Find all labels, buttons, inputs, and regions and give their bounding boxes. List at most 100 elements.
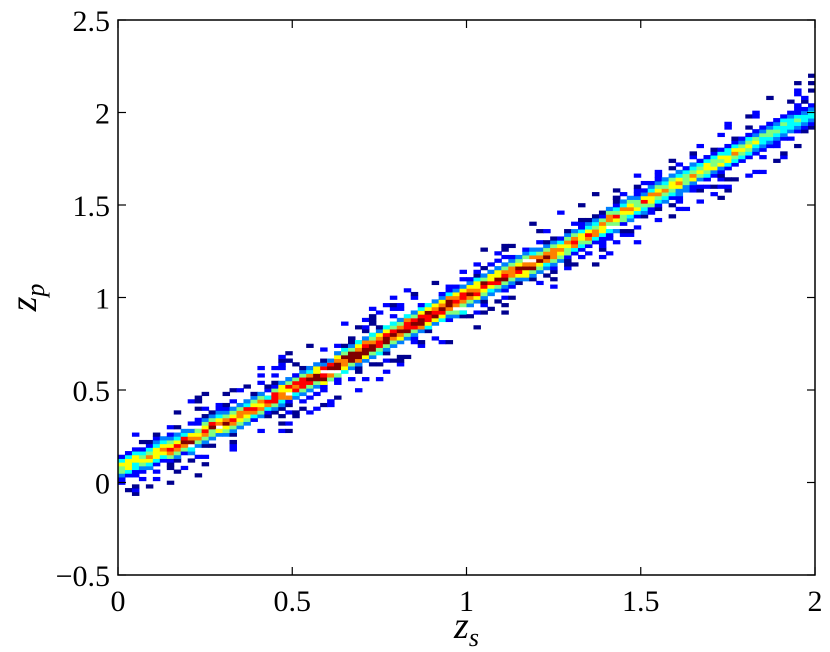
heatmap-cell: [354, 351, 363, 356]
heatmap-cell: [403, 321, 412, 326]
heatmap-cell: [633, 199, 642, 204]
heatmap-cell: [222, 414, 231, 419]
heatmap-cell: [292, 380, 300, 385]
heatmap-cell: [229, 447, 237, 452]
heatmap-cell: [675, 173, 684, 178]
heatmap-cell: [417, 310, 426, 315]
heatmap-cell: [201, 414, 210, 419]
heatmap-cell: [341, 321, 349, 326]
heatmap-cell: [264, 402, 272, 408]
heatmap-cell: [801, 125, 809, 130]
heatmap-cell: [480, 295, 488, 300]
heatmap-cell: [794, 118, 802, 123]
heatmap-cell: [633, 225, 642, 230]
heatmap-cell: [320, 384, 328, 389]
heatmap-cell: [320, 347, 328, 352]
heatmap-cell: [494, 288, 502, 293]
heatmap-cell: [201, 417, 210, 422]
heatmap-cell: [550, 251, 558, 256]
heatmap-cell: [299, 380, 307, 385]
heatmap-cell: [550, 266, 558, 271]
heatmap-cell: [201, 406, 210, 411]
heatmap-cell: [320, 365, 328, 371]
heatmap-cell: [320, 388, 328, 393]
heatmap-cell: [334, 343, 342, 348]
heatmap-cell: [361, 328, 370, 334]
heatmap-cell: [801, 110, 809, 115]
heatmap-cell: [222, 410, 231, 415]
heatmap-cell: [661, 188, 670, 193]
heatmap-cell: [215, 414, 224, 419]
heatmap-cell: [201, 425, 210, 430]
heatmap-cell: [194, 421, 203, 426]
heatmap-cell: [459, 299, 467, 304]
heatmap-cell: [152, 454, 161, 459]
heatmap-cell: [571, 243, 579, 249]
heatmap-cell: [640, 203, 649, 208]
heatmap-cell: [633, 203, 642, 208]
heatmap-cell: [612, 240, 621, 245]
heatmap-cell: [605, 221, 614, 226]
heatmap-cell: [668, 180, 677, 186]
heatmap-cell: [229, 399, 237, 404]
heatmap-cell: [564, 262, 572, 267]
heatmap-cell: [236, 406, 244, 411]
heatmap-cell: [550, 247, 558, 252]
heatmap-cell: [438, 310, 447, 315]
heatmap-cell: [591, 221, 600, 226]
heatmap-cell: [375, 362, 384, 367]
heatmap-cell: [794, 114, 802, 119]
heatmap-cell: [633, 206, 642, 212]
heatmap-cell: [152, 436, 161, 441]
heatmap-cell: [501, 247, 509, 252]
heatmap-cell: [550, 236, 558, 241]
heatmap-cell: [808, 103, 816, 108]
heatmap-cell: [131, 462, 140, 467]
heatmap-cell: [633, 184, 642, 189]
heatmap-cell: [145, 462, 154, 467]
heatmap-cell: [166, 432, 175, 437]
heatmap-cell: [118, 462, 126, 467]
heatmap-cell: [180, 439, 189, 445]
heatmap-cell: [675, 180, 684, 186]
heatmap-cell: [724, 143, 732, 149]
heatmap-cell: [236, 402, 244, 408]
heatmap-cell: [710, 147, 718, 152]
heatmap-cell: [306, 410, 314, 415]
heatmap-cell: [389, 343, 398, 348]
heatmap-cell: [591, 232, 600, 237]
heatmap-cell: [759, 129, 767, 134]
heatmap-cell: [724, 162, 732, 167]
heatmap-cell: [215, 410, 224, 415]
heatmap-cell: [473, 325, 481, 330]
heatmap-cell: [571, 247, 579, 252]
heatmap-cell: [424, 328, 433, 334]
heatmap-cell: [299, 399, 307, 404]
heatmap-cell: [675, 192, 684, 197]
heatmap-cell: [550, 240, 558, 245]
heatmap-cell: [201, 428, 210, 434]
heatmap-cell: [410, 336, 419, 341]
heatmap-cell: [794, 125, 802, 130]
heatmap-cell: [550, 269, 558, 274]
heatmap-cell: [334, 358, 342, 363]
heatmap-cell: [640, 210, 649, 215]
heatmap-cell: [292, 388, 300, 393]
heatmap-cell: [605, 214, 614, 219]
heatmap-cell: [668, 158, 677, 163]
heatmap-cell: [731, 151, 739, 156]
heatmap-cell: [724, 158, 732, 163]
heatmap-cell: [654, 206, 663, 212]
heatmap-cell: [194, 473, 203, 478]
heatmap-cell: [529, 273, 537, 278]
heatmap-cell: [689, 162, 698, 167]
heatmap-cell: [264, 414, 272, 419]
heatmap-cell: [159, 436, 168, 441]
heatmap-cell: [180, 451, 189, 456]
heatmap-cell: [626, 203, 635, 208]
heatmap-cell: [348, 340, 356, 345]
heatmap-cell: [285, 421, 293, 426]
heatmap-cell: [452, 295, 461, 300]
heatmap-cell: [480, 266, 488, 271]
heatmap-cell: [292, 362, 300, 367]
